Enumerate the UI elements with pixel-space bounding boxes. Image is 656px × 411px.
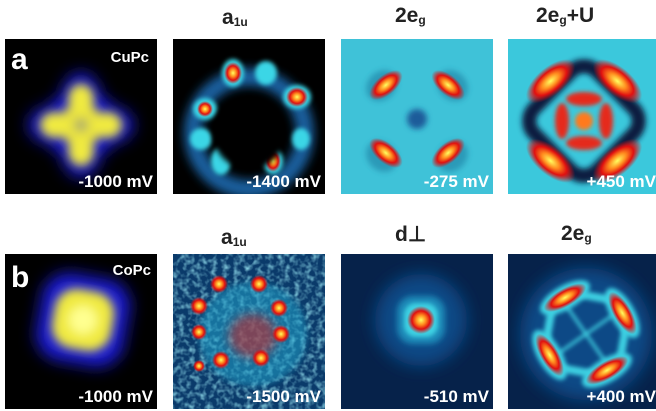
bias-voltage-label: -1400 mV xyxy=(246,172,321,191)
image-panel-b-a1u: -1500 mV xyxy=(173,254,325,409)
panel-header-a1u-b: a1u xyxy=(221,226,247,249)
image-panel-b-topography: CoPc -1000 mV xyxy=(5,254,157,409)
panel-header-2eg-u: 2eg+U xyxy=(536,4,595,27)
image-panel-a-topography: CuPc -1000 mV xyxy=(5,39,157,194)
molecule-label: CoPc xyxy=(112,262,151,279)
image-panel-a-2eg: -275 mV xyxy=(341,39,493,194)
bias-voltage-label: -275 mV xyxy=(423,172,489,191)
row-label-a: a xyxy=(11,43,28,76)
image-panel-b-2eg: +400 mV xyxy=(508,254,656,409)
bias-voltage-label: -1000 mV xyxy=(78,387,153,406)
bias-voltage-label: +450 mV xyxy=(586,172,656,191)
bias-voltage-label: -1000 mV xyxy=(78,172,153,191)
panel-header-2eg: 2eg xyxy=(395,4,426,27)
image-panel-a-a1u: -1400 mV xyxy=(173,39,325,194)
row-label-b: b xyxy=(11,261,30,294)
bias-voltage-label: -510 mV xyxy=(423,387,489,406)
molecule-label: CuPc xyxy=(110,49,149,66)
image-panel-a-2eg-u: +450 mV xyxy=(508,39,656,194)
panel-header-d-perp: d⊥ xyxy=(395,223,427,246)
panel-header-2eg-b: 2eg xyxy=(561,222,592,245)
bias-voltage-label: +400 mV xyxy=(586,387,656,406)
bias-voltage-label: -1500 mV xyxy=(246,387,321,406)
panel-header-a1u: a1u xyxy=(222,6,248,29)
image-panel-b-d-perp: -510 mV xyxy=(341,254,493,409)
